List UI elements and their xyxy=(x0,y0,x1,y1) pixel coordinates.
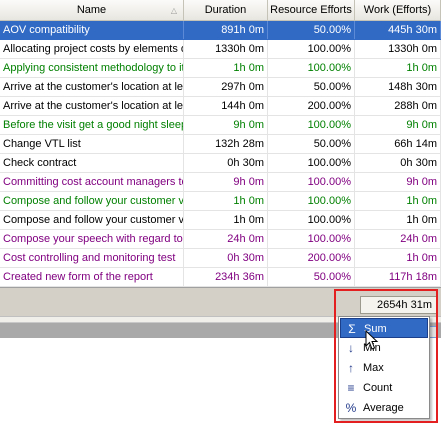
cell-work-efforts: 1h 0m xyxy=(355,211,441,229)
cell-duration: 1h 0m xyxy=(184,211,268,229)
table-row[interactable]: Compose your speech with regard to 24h 0m… xyxy=(0,230,441,249)
cell-resource-efforts: 50.00% xyxy=(268,78,355,96)
cell-resource-efforts: 50.00% xyxy=(268,21,355,39)
average-icon: % xyxy=(345,401,357,415)
cell-resource-efforts: 50.00% xyxy=(268,135,355,153)
count-icon: ≡ xyxy=(347,381,355,395)
cell-duration: 891h 0m xyxy=(184,21,268,39)
cell-resource-efforts: 100.00% xyxy=(268,154,355,172)
sort-ascending-icon: △ xyxy=(170,6,177,15)
table-row[interactable]: AOV compatibility 891h 0m 50.00% 445h 30m xyxy=(0,21,441,40)
menu-item-label: Average xyxy=(363,402,404,414)
column-header-label: Name xyxy=(76,4,107,16)
cell-work-efforts: 148h 30m xyxy=(355,78,441,96)
sum-icon: Σ xyxy=(348,322,356,336)
cell-name: Committing cost account managers to xyxy=(0,173,184,191)
column-header-label: Work (Efforts) xyxy=(363,4,432,16)
cell-resource-efforts: 100.00% xyxy=(268,40,355,58)
cell-name: Arrive at the customer's location at lea… xyxy=(0,97,184,115)
max-icon: ↑ xyxy=(348,361,354,375)
highlight-frame xyxy=(334,289,438,423)
cell-name: Created new form of the report xyxy=(0,268,184,286)
column-header-label: Duration xyxy=(204,4,247,16)
table-row[interactable]: Change VTL list 132h 28m 50.00% 66h 14m xyxy=(0,135,441,154)
summary-footer: 2654h 31m xyxy=(0,287,441,317)
cell-name: Change VTL list xyxy=(0,135,184,153)
mouse-cursor-icon xyxy=(365,330,379,350)
cell-resource-efforts: 100.00% xyxy=(268,211,355,229)
cell-work-efforts: 1h 0m xyxy=(355,192,441,210)
cell-work-efforts: 445h 30m xyxy=(355,21,441,39)
cell-duration: 1330h 0m xyxy=(184,40,268,58)
cell-work-efforts: 9h 0m xyxy=(355,116,441,134)
cell-resource-efforts: 200.00% xyxy=(268,249,355,267)
table-row[interactable]: Applying consistent methodology to its 1h… xyxy=(0,59,441,78)
menu-item-sum[interactable]: Σ Sum xyxy=(340,318,428,338)
cell-duration: 24h 0m xyxy=(184,230,268,248)
cell-resource-efforts: 50.00% xyxy=(268,268,355,286)
menu-item-max[interactable]: ↑ Max xyxy=(340,358,428,378)
table-row[interactable]: Allocating project costs by elements of 1… xyxy=(0,40,441,59)
cell-name: Compose and follow your customer visit xyxy=(0,192,184,210)
cell-name: Applying consistent methodology to its xyxy=(0,59,184,77)
cell-name: AOV compatibility xyxy=(0,21,184,39)
cell-work-efforts: 288h 0m xyxy=(355,97,441,115)
cell-duration: 234h 36m xyxy=(184,268,268,286)
cell-duration: 297h 0m xyxy=(184,78,268,96)
cell-resource-efforts: 100.00% xyxy=(268,59,355,77)
cell-name: Allocating project costs by elements of xyxy=(0,40,184,58)
cell-name: Compose your speech with regard to xyxy=(0,230,184,248)
cell-duration: 9h 0m xyxy=(184,116,268,134)
cell-duration: 1h 0m xyxy=(184,192,268,210)
panel-splitter[interactable] xyxy=(0,322,441,339)
task-grid: Name △ Duration Resource Efforts Work (E… xyxy=(0,0,441,287)
cell-work-efforts: 66h 14m xyxy=(355,135,441,153)
cell-resource-efforts: 100.00% xyxy=(268,230,355,248)
cell-name: Compose and follow your customer visit xyxy=(0,211,184,229)
cell-duration: 9h 0m xyxy=(184,173,268,191)
table-row[interactable]: Before the visit get a good night sleep 9… xyxy=(0,116,441,135)
menu-item-label: Max xyxy=(363,362,384,374)
cell-name: Cost controlling and monitoring test xyxy=(0,249,184,267)
horizontal-scrollbar[interactable] xyxy=(0,316,441,323)
table-row[interactable]: Cost controlling and monitoring test 0h 3… xyxy=(0,249,441,268)
cell-work-efforts: 117h 18m xyxy=(355,268,441,286)
table-row[interactable]: Arrive at the customer's location at lea… xyxy=(0,97,441,116)
table-row[interactable]: Compose and follow your customer visit 1h… xyxy=(0,192,441,211)
cell-work-efforts: 1330h 0m xyxy=(355,40,441,58)
column-header-resource-efforts[interactable]: Resource Efforts xyxy=(268,0,355,21)
cell-work-efforts: 1h 0m xyxy=(355,59,441,77)
table-row[interactable]: Arrive at the customer's location at lea… xyxy=(0,78,441,97)
cell-work-efforts: 24h 0m xyxy=(355,230,441,248)
menu-item-label: Count xyxy=(363,382,393,394)
column-header-name[interactable]: Name △ xyxy=(0,0,184,21)
column-header-work-efforts[interactable]: Work (Efforts) xyxy=(355,0,441,21)
column-header-label: Resource Efforts xyxy=(270,4,352,16)
table-row[interactable]: Committing cost account managers to 9h 0m… xyxy=(0,173,441,192)
table-row[interactable]: Compose and follow your customer visit 1h… xyxy=(0,211,441,230)
table-row[interactable]: Check contract 0h 30m 100.00% 0h 30m xyxy=(0,154,441,173)
cell-duration: 132h 28m xyxy=(184,135,268,153)
table-row[interactable]: Created new form of the report 234h 36m 50… xyxy=(0,268,441,287)
cell-resource-efforts: 100.00% xyxy=(268,173,355,191)
cell-duration: 144h 0m xyxy=(184,97,268,115)
cell-duration: 1h 0m xyxy=(184,59,268,77)
cell-duration: 0h 30m xyxy=(184,154,268,172)
cell-resource-efforts: 200.00% xyxy=(268,97,355,115)
column-header-duration[interactable]: Duration xyxy=(184,0,268,21)
menu-item-average[interactable]: % Average xyxy=(340,398,428,418)
menu-item-label: Sum xyxy=(364,323,387,335)
cell-name: Before the visit get a good night sleep xyxy=(0,116,184,134)
menu-item-count[interactable]: ≡ Count xyxy=(340,378,428,398)
min-icon: ↓ xyxy=(348,341,354,355)
cell-name: Arrive at the customer's location at lea… xyxy=(0,78,184,96)
cell-resource-efforts: 100.00% xyxy=(268,192,355,210)
cell-work-efforts: 0h 30m xyxy=(355,154,441,172)
cell-resource-efforts: 100.00% xyxy=(268,116,355,134)
cell-name: Check contract xyxy=(0,154,184,172)
cell-duration: 0h 30m xyxy=(184,249,268,267)
summary-value[interactable]: 2654h 31m xyxy=(360,296,437,314)
cell-work-efforts: 9h 0m xyxy=(355,173,441,191)
cell-work-efforts: 1h 0m xyxy=(355,249,441,267)
